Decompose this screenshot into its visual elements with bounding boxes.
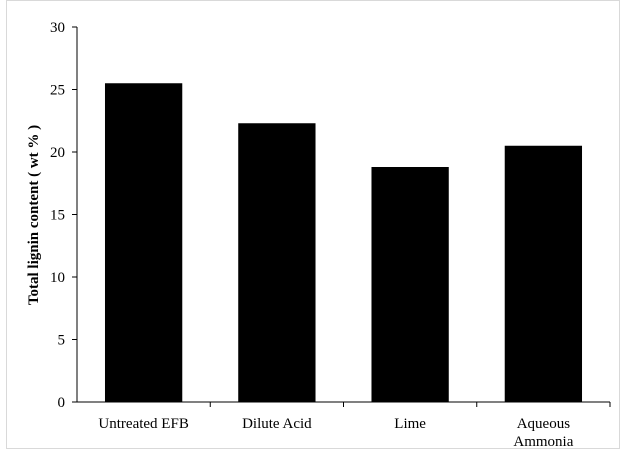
- x-category-label: Untreated EFB: [98, 416, 188, 432]
- bar-lime: [371, 167, 449, 402]
- bars: [104, 83, 611, 407]
- x-category-label: Lime: [394, 416, 426, 432]
- x-category-label: Aqueous Ammonia: [513, 416, 573, 450]
- y-tick-label: 20: [50, 145, 65, 161]
- y-axis-title: Total lignin content ( wt % ): [26, 125, 42, 305]
- x-axis-category-labels: Untreated EFB Dilute Acid Lime Aqueous Ammon…: [98, 416, 573, 450]
- bar-dilute-acid: [238, 123, 316, 402]
- y-tick-label: 5: [58, 333, 66, 349]
- y-tick-label: 30: [50, 20, 65, 36]
- y-tick-label: 0: [58, 395, 66, 411]
- y-tick-label: 15: [50, 208, 65, 224]
- y-axis-ticks: 0 5 10 15 20 25 30: [50, 20, 77, 411]
- x-category-label: Dilute Acid: [242, 416, 312, 432]
- bar-untreated-efb: [104, 83, 183, 402]
- y-tick-label: 10: [50, 270, 65, 286]
- bar-aqueous-ammonia: [504, 145, 583, 402]
- y-tick-label: 25: [50, 83, 65, 99]
